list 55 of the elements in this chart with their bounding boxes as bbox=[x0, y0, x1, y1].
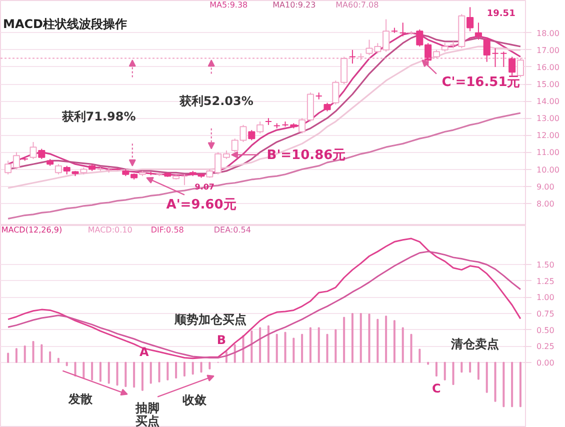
y-tick-label: 10.00 bbox=[536, 165, 560, 174]
candlestick bbox=[30, 141, 37, 160]
y-tick-label: 11.00 bbox=[536, 148, 560, 158]
annotation: A'=9.60元 bbox=[166, 198, 236, 213]
y-tick-label: 0.50 bbox=[536, 326, 554, 335]
y-tick-label: 0.75 bbox=[536, 309, 554, 318]
line-series bbox=[7, 112, 522, 220]
y-tick-label: 1.25 bbox=[536, 276, 554, 286]
y-tick-label: 12.00 bbox=[536, 131, 560, 140]
candlestick bbox=[38, 148, 46, 160]
y-tick-label: 14.00 bbox=[536, 97, 560, 106]
annotation: 获利52.03% bbox=[178, 94, 254, 108]
y-tick-label: 0.00 bbox=[536, 358, 554, 368]
y-tick-label: 1.00 bbox=[536, 293, 554, 302]
candlestick bbox=[474, 22, 482, 40]
annotation: 发散 bbox=[67, 392, 94, 406]
annotation: 清仓卖点 bbox=[450, 337, 500, 352]
candlestick bbox=[500, 51, 508, 68]
text: MACD:0.10 bbox=[88, 226, 132, 234]
y-tick-label: 1.50 bbox=[536, 260, 554, 270]
annotation: C'=16.51元 bbox=[442, 74, 520, 90]
candlestick bbox=[248, 130, 256, 141]
annotation: A bbox=[139, 344, 150, 359]
annotation: 抽脚 bbox=[134, 400, 160, 415]
text: MA10:9.23 bbox=[272, 0, 316, 10]
y-tick-label: 8.00 bbox=[536, 199, 554, 208]
candlestick bbox=[54, 164, 62, 175]
y-tick-label: 9.00 bbox=[536, 182, 554, 192]
annotation: C bbox=[432, 381, 442, 396]
annotation: 买点 bbox=[136, 414, 160, 427]
y-tick-label: 0.25 bbox=[536, 342, 554, 352]
candlestick bbox=[180, 174, 188, 186]
y-tick-label: 13.00 bbox=[536, 114, 560, 124]
annotation: 19.51 bbox=[486, 8, 516, 19]
annotation: B'=10.86元 bbox=[266, 148, 346, 164]
text: DIF:0.58 bbox=[150, 226, 184, 234]
candlestick bbox=[256, 121, 264, 134]
annotation: 获利71.98% bbox=[60, 109, 136, 124]
annotation: 收敛 bbox=[182, 393, 208, 408]
y-tick-label: 16.00 bbox=[536, 62, 560, 72]
candlestick bbox=[508, 56, 516, 76]
candlestick bbox=[273, 122, 280, 129]
chart-title: MACD(12,26,9) bbox=[1, 226, 62, 234]
y-tick-label: 15.00 bbox=[536, 80, 560, 90]
y-tick-label: 18.00 bbox=[536, 28, 560, 38]
text: MA60:7.08 bbox=[336, 0, 379, 10]
text: DEA:0.54 bbox=[214, 226, 251, 234]
candlestick bbox=[348, 49, 356, 64]
y-tick-label: 17.00 bbox=[536, 46, 560, 55]
annotation: B bbox=[216, 333, 226, 348]
candlestick bbox=[466, 6, 474, 32]
text: MA5:9.38 bbox=[210, 0, 248, 10]
text: MACD柱状线波段操作 bbox=[3, 17, 128, 32]
candlestick bbox=[399, 22, 406, 37]
annotation: 顺势加仓买点 bbox=[174, 312, 246, 326]
